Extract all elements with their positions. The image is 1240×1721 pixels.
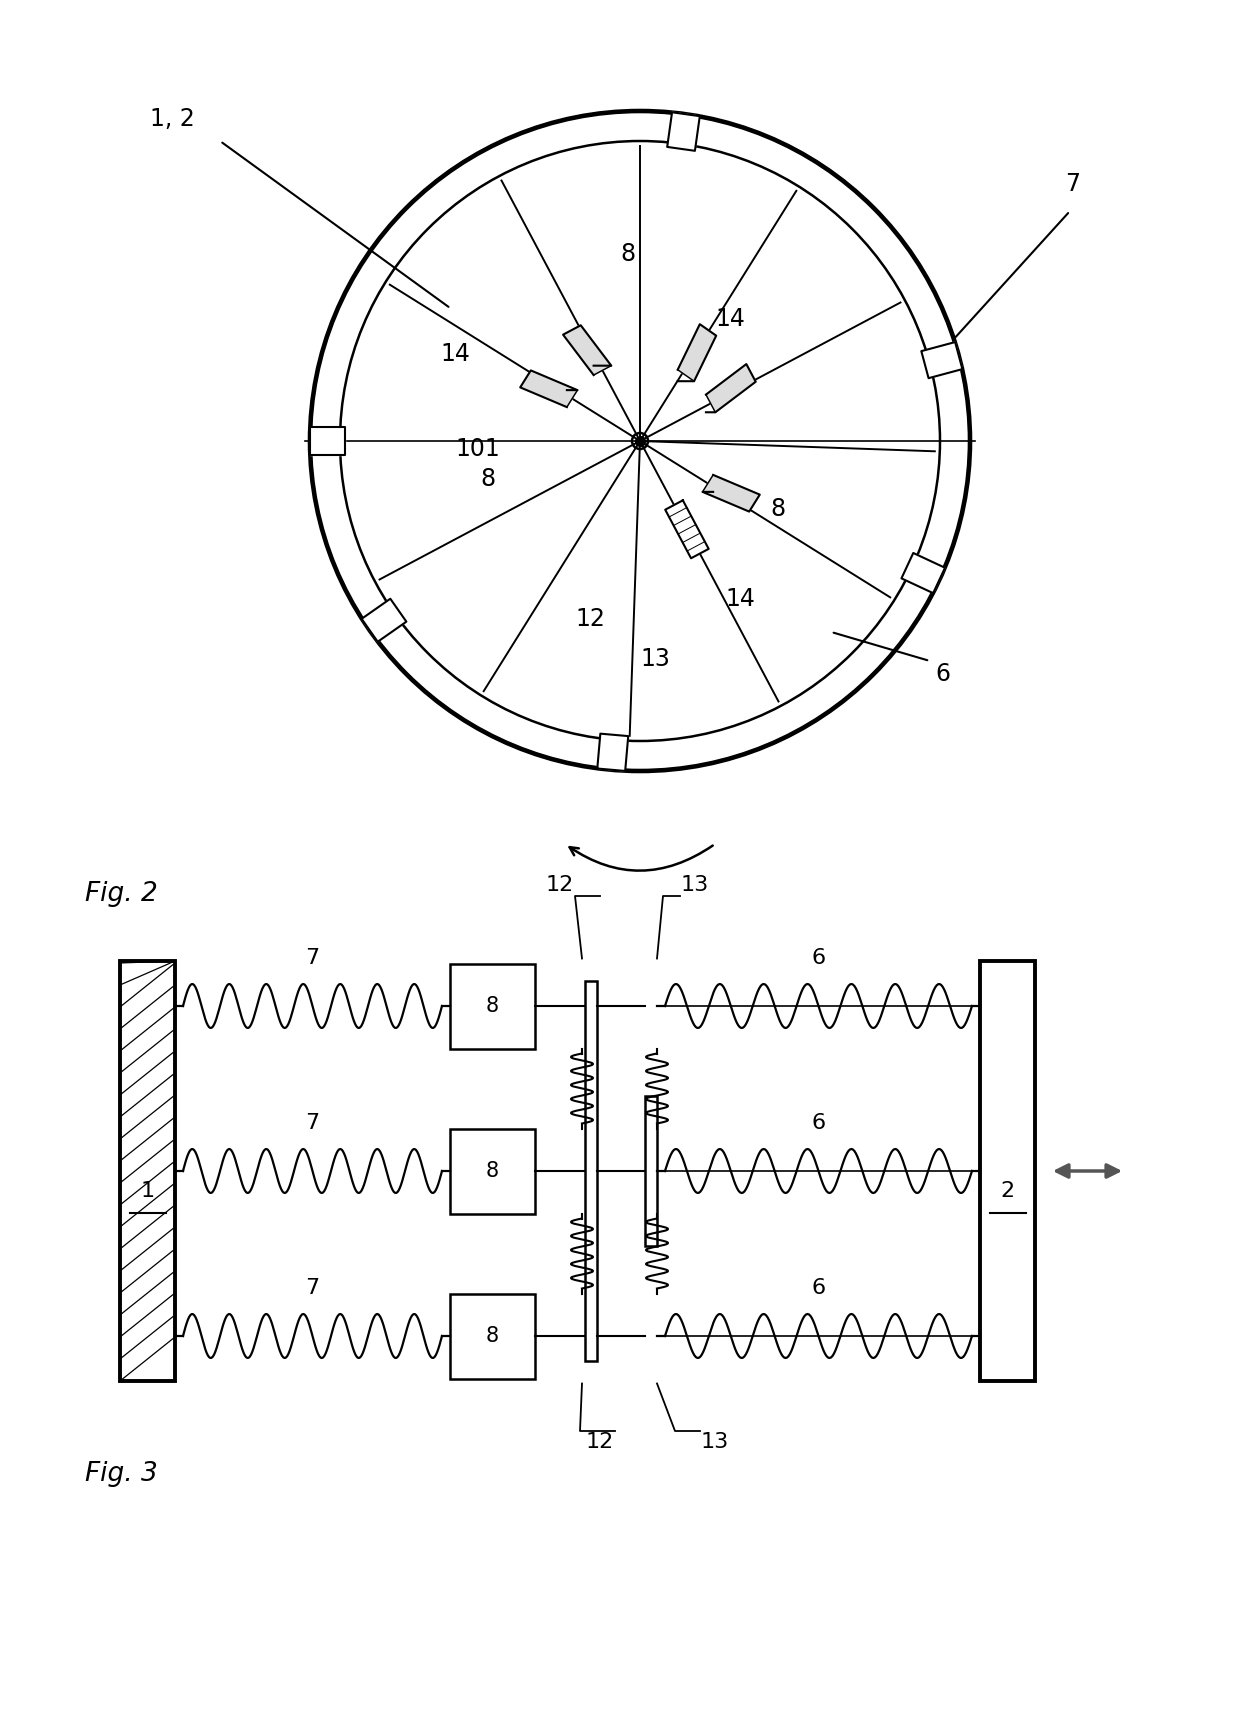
Text: 8: 8 bbox=[620, 243, 636, 267]
Polygon shape bbox=[521, 370, 578, 408]
Text: 8: 8 bbox=[770, 497, 785, 521]
Text: 6: 6 bbox=[811, 1279, 826, 1298]
Text: 6: 6 bbox=[811, 1113, 826, 1132]
Text: 8: 8 bbox=[486, 1162, 498, 1181]
Text: 12: 12 bbox=[585, 1432, 614, 1453]
Text: 8: 8 bbox=[486, 996, 498, 1015]
Text: 13: 13 bbox=[701, 1432, 729, 1453]
Text: 2: 2 bbox=[1001, 1181, 1014, 1201]
Text: 1, 2: 1, 2 bbox=[150, 107, 195, 131]
Text: 12: 12 bbox=[546, 874, 574, 895]
Polygon shape bbox=[901, 552, 945, 594]
Text: 13: 13 bbox=[681, 874, 709, 895]
Bar bbox=[450, 964, 534, 1048]
Polygon shape bbox=[310, 427, 345, 454]
Text: 7: 7 bbox=[1065, 172, 1080, 196]
Polygon shape bbox=[667, 112, 699, 151]
Bar bbox=[980, 960, 1035, 1380]
Text: 6: 6 bbox=[811, 948, 826, 967]
Text: 12: 12 bbox=[575, 608, 605, 632]
Text: 8: 8 bbox=[486, 1325, 498, 1346]
Polygon shape bbox=[362, 599, 407, 642]
Bar bbox=[450, 1129, 534, 1213]
Polygon shape bbox=[703, 475, 760, 511]
Polygon shape bbox=[563, 325, 611, 375]
Text: 101: 101 bbox=[455, 437, 500, 461]
Polygon shape bbox=[665, 501, 709, 558]
Polygon shape bbox=[921, 342, 962, 379]
Text: 14: 14 bbox=[725, 587, 755, 611]
Bar bbox=[120, 960, 175, 1380]
Bar bbox=[585, 981, 596, 1361]
Text: 14: 14 bbox=[440, 342, 470, 367]
Polygon shape bbox=[678, 324, 717, 382]
Text: 7: 7 bbox=[305, 1113, 320, 1132]
Text: Fig. 2: Fig. 2 bbox=[86, 881, 157, 907]
Text: 7: 7 bbox=[305, 1279, 320, 1298]
Text: 1: 1 bbox=[140, 1181, 155, 1201]
Bar bbox=[450, 1294, 534, 1379]
Text: 7: 7 bbox=[305, 948, 320, 967]
Text: 14: 14 bbox=[715, 306, 745, 330]
Polygon shape bbox=[598, 733, 629, 771]
Text: 13: 13 bbox=[640, 647, 670, 671]
Text: Fig. 3: Fig. 3 bbox=[86, 1461, 157, 1487]
Bar bbox=[645, 1096, 657, 1246]
Polygon shape bbox=[706, 365, 755, 413]
Text: 6: 6 bbox=[935, 663, 950, 687]
Text: 8: 8 bbox=[480, 466, 495, 490]
